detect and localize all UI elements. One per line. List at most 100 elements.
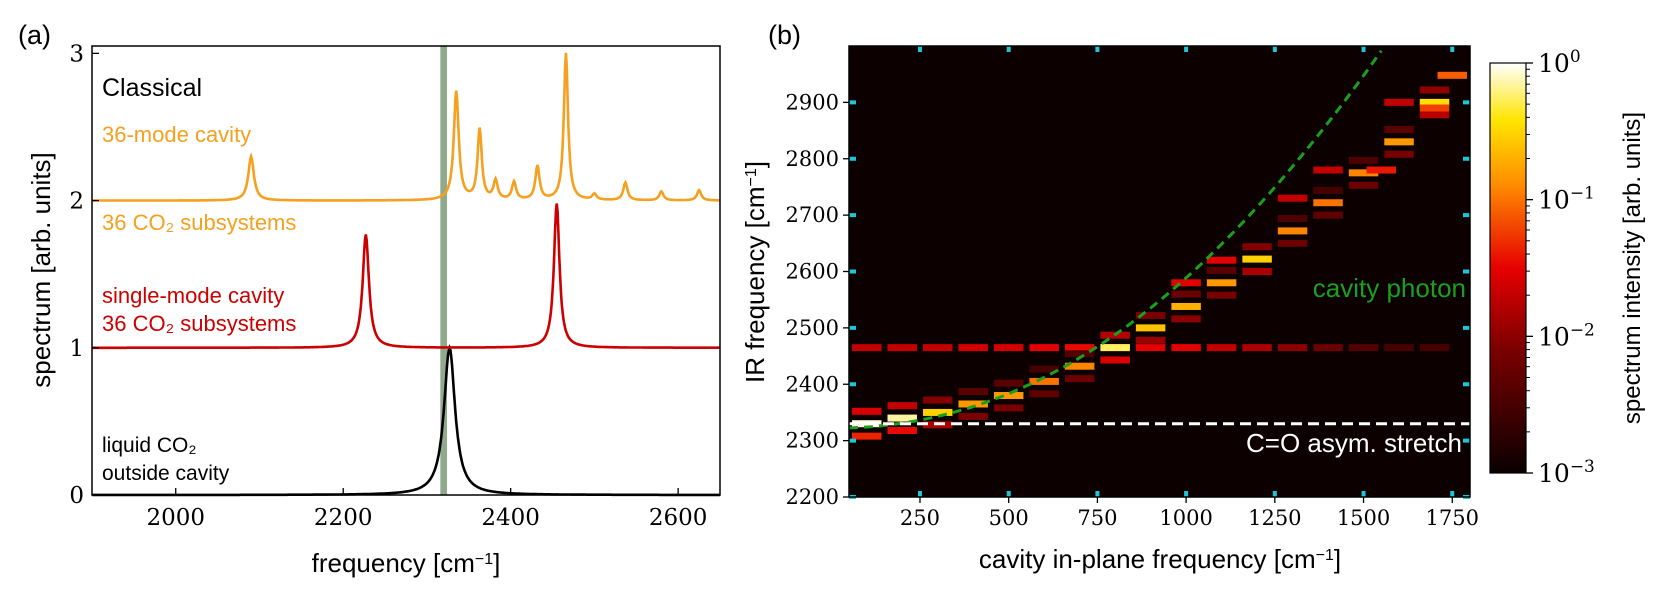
y-tick-label: 2200 <box>786 485 839 509</box>
x-tick-label: 2600 <box>649 505 708 531</box>
heatmap-cell <box>1384 344 1414 352</box>
heatmap-cell <box>1171 315 1201 323</box>
heatmap-cell <box>958 344 988 352</box>
cavity-photon-label: cavity photon <box>1313 273 1466 303</box>
heatmap-cell <box>1171 302 1201 310</box>
heatmap-cell <box>1348 344 1379 352</box>
x-tick-label: 1500 <box>1337 506 1390 530</box>
x-tick-label: 250 <box>900 506 940 530</box>
heatmap-cell <box>993 344 1024 352</box>
heatmap-cell <box>1135 324 1166 332</box>
heatmap-cell <box>958 400 988 408</box>
heatmap-cell <box>1100 356 1130 364</box>
heatmap-cell <box>1313 166 1343 174</box>
heatmap-cell <box>1277 344 1308 352</box>
panel-a-annotation-liquid-1: liquid CO₂ <box>102 434 197 457</box>
heatmap-cell <box>922 408 953 416</box>
x-tick-label: 500 <box>989 506 1029 530</box>
heatmap-cell <box>1171 290 1201 298</box>
heatmap-cell <box>1171 279 1201 287</box>
panel-b-label: (b) <box>768 20 801 50</box>
heatmap-cell <box>852 407 882 415</box>
spectrum-line-2 <box>92 52 720 202</box>
heatmap-cell <box>993 404 1024 412</box>
heatmap-cell <box>1135 344 1166 352</box>
heatmap-cell <box>1384 138 1414 146</box>
heatmap-cell <box>993 392 1024 400</box>
heatmap-cell <box>1064 375 1095 383</box>
panel-a-annotation-single-2: 36 CO₂ subsystems <box>102 311 296 336</box>
heatmap-cell <box>1419 344 1450 352</box>
heatmap-cell <box>887 426 917 434</box>
heatmap-cell <box>1277 239 1308 247</box>
panel-a-line-chart: 2000 2200 2400 2600 0 1 2 3 Classical 36-mode … <box>26 41 721 578</box>
heatmap-cell <box>1419 86 1450 94</box>
heatmap-cell <box>993 379 1024 387</box>
colorbar-gradient <box>1489 62 1527 474</box>
heatmap-cell <box>1348 156 1379 164</box>
x-tick-label: 2200 <box>314 505 373 531</box>
heatmap-cell <box>1206 291 1237 299</box>
heatmap-cell <box>1135 336 1166 344</box>
resonance-band <box>440 46 448 495</box>
heatmap-cell <box>958 412 988 420</box>
panel-a-label: (a) <box>18 20 51 50</box>
colorbar-tick-label: 10−3 <box>1538 457 1595 488</box>
heatmap-cell <box>1206 279 1237 287</box>
heatmap-cell <box>1348 169 1379 177</box>
x-tick-label: 750 <box>1077 506 1117 530</box>
heatmap-cell <box>1064 350 1095 358</box>
heatmap-cell <box>1064 362 1095 370</box>
heatmap-cell <box>1384 125 1414 133</box>
heatmap-cell <box>852 344 882 352</box>
x-tick-label: 1250 <box>1248 506 1301 530</box>
colorbar-tick-label: 100 <box>1538 47 1581 78</box>
panel-a-y-axis-label: spectrum [arb. units] <box>26 152 56 388</box>
x-tick-label: 2000 <box>146 505 205 531</box>
panel-b-x-axis-label: cavity in-plane frequency [cm−1] <box>979 544 1341 574</box>
heatmap-cell <box>1419 98 1450 106</box>
x-tick-label: 1000 <box>1159 506 1212 530</box>
heatmap-cell <box>887 344 917 352</box>
heatmap-cell <box>1029 344 1059 352</box>
heatmap-cell <box>1277 194 1308 202</box>
heatmap-cell <box>1313 344 1343 352</box>
heatmap-cell <box>1206 344 1237 352</box>
heatmap-cell <box>1384 98 1414 106</box>
y-tick-label: 2900 <box>786 90 839 114</box>
colorbar-label: spectrum intensity [arb. units] <box>1619 112 1646 424</box>
heatmap-cell <box>1419 104 1450 112</box>
panel-a-annotation-classical: Classical <box>102 74 202 102</box>
y-tick-label: 2500 <box>786 316 839 340</box>
heatmap-cell <box>1171 344 1201 352</box>
heatmap-cell <box>1242 344 1272 352</box>
panel-b-y-axis-label: IR frequency [cm−1] <box>740 161 770 383</box>
heatmap-cell <box>852 432 882 440</box>
heatmap-cell <box>1100 344 1130 352</box>
heatmap-cell <box>1366 166 1397 174</box>
heatmap-cell <box>1135 311 1166 319</box>
panel-b-heatmap: cavity photon C=O asym. stretch 250 500 75… <box>740 45 1479 574</box>
co-stretch-label: C=O asym. stretch <box>1246 428 1462 458</box>
panel-a-annotation-single-1: single-mode cavity <box>102 283 284 308</box>
heatmap-cell <box>922 344 953 352</box>
y-tick-label: 1 <box>69 336 84 362</box>
heatmap-cell <box>1437 71 1467 79</box>
y-tick-label: 2400 <box>786 372 839 396</box>
panel-a-annotation-liquid-2: outside cavity <box>102 462 230 485</box>
y-tick-label: 3 <box>69 41 84 67</box>
heatmap-cell <box>1419 111 1450 119</box>
heatmap-cell <box>922 396 953 404</box>
y-tick-label: 2700 <box>786 203 839 227</box>
spectrum-line-1 <box>92 203 720 350</box>
heatmap-cell <box>1313 211 1343 219</box>
heatmap-cell <box>1384 150 1414 158</box>
y-tick-label: 2 <box>69 189 84 215</box>
x-tick-label: 1750 <box>1426 506 1479 530</box>
heatmap-cell <box>958 388 988 396</box>
colorbar: 10−3 10−2 10−1 100 spectrum intensity [arb.… <box>1489 47 1646 488</box>
heatmap-cell <box>1029 377 1059 385</box>
heatmap-cell <box>1029 365 1059 373</box>
heatmap-cell <box>1029 390 1059 398</box>
cavity-photon-curve <box>848 49 1383 430</box>
